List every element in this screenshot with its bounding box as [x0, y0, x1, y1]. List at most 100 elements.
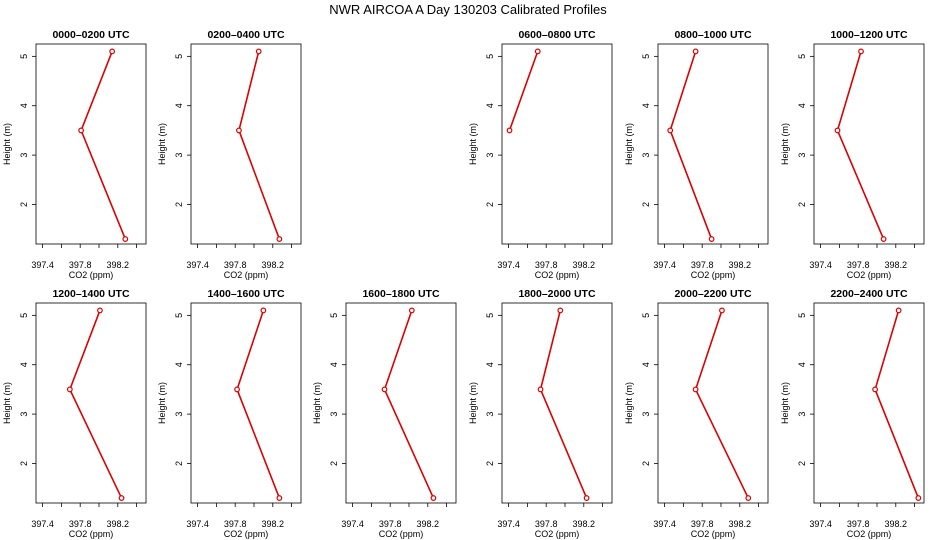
profile-line	[874, 310, 920, 499]
x-axis-label: CO2 (ppm)	[691, 529, 736, 539]
y-tick-label: 3	[19, 153, 29, 158]
data-point	[915, 495, 922, 501]
y-tick-label: 4	[174, 362, 184, 367]
profile-line	[669, 51, 713, 240]
y-tick-label: 3	[641, 153, 651, 158]
y-tick-label: 4	[174, 103, 184, 108]
y-axis-label: Height (m)	[2, 123, 12, 165]
profile-line	[236, 310, 281, 499]
x-tick-label: 398.2	[729, 260, 752, 270]
x-tick-label: 398.2	[573, 260, 596, 270]
data-point	[872, 386, 879, 393]
y-tick-label: 4	[19, 362, 29, 367]
x-tick-label: 397.4	[809, 519, 832, 529]
x-tick-label: 397.8	[691, 260, 714, 270]
profile-panel: 1600–1800 UTC 397.4 397.8 398.2 2 3 4 5 CO2 (ppm…	[312, 288, 457, 539]
y-tick-label: 4	[485, 362, 495, 367]
y-tick-label: 2	[641, 202, 651, 207]
x-tick-label: 397.4	[31, 519, 54, 529]
y-tick-label: 3	[797, 412, 807, 417]
plot-frame	[813, 43, 925, 245]
plot-frame	[190, 302, 302, 504]
x-axis-label: CO2 (ppm)	[691, 270, 736, 280]
x-tick-label: 397.8	[69, 519, 92, 529]
y-tick-label: 5	[641, 313, 651, 318]
x-tick-label: 397.4	[31, 260, 54, 270]
y-tick-label: 5	[641, 54, 651, 59]
data-point	[719, 307, 725, 314]
data-point	[118, 495, 125, 501]
y-tick-label: 2	[485, 461, 495, 466]
y-tick-label: 4	[797, 362, 807, 367]
y-tick-label: 5	[174, 54, 184, 59]
x-tick-label: 397.4	[809, 260, 832, 270]
y-tick-label: 5	[797, 54, 807, 59]
y-tick-label: 2	[174, 202, 184, 207]
x-tick-label: 398.2	[885, 519, 908, 529]
y-tick-label: 5	[797, 313, 807, 318]
x-axis-label: CO2 (ppm)	[847, 529, 892, 539]
x-tick-label: 398.2	[417, 519, 440, 529]
x-tick-label: 397.8	[224, 519, 247, 529]
y-axis-label: Height (m)	[468, 123, 478, 165]
profile-line	[508, 51, 539, 131]
y-tick-label: 4	[797, 103, 807, 108]
y-axis-label: Height (m)	[624, 123, 634, 165]
plot-frame	[657, 43, 769, 245]
y-tick-label: 5	[19, 54, 29, 59]
profile-panel: 0800–1000 UTC 397.4 397.8 398.2 2 3 4 5 CO2 (ppm…	[624, 29, 769, 280]
y-tick-label: 3	[797, 153, 807, 158]
plot-frame	[501, 302, 613, 504]
y-axis-label: Height (m)	[780, 123, 790, 165]
plot-frame	[190, 43, 302, 245]
data-point	[834, 127, 841, 134]
data-point	[858, 48, 864, 55]
y-tick-label: 3	[174, 153, 184, 158]
data-point	[430, 495, 437, 501]
data-point	[260, 307, 267, 314]
data-point	[122, 236, 129, 242]
x-tick-label: 397.4	[186, 260, 209, 270]
profile-line	[68, 310, 123, 499]
panel-title: 0000–0200 UTC	[52, 29, 129, 41]
y-axis-label: Height (m)	[780, 382, 790, 424]
data-point	[408, 307, 415, 314]
x-tick-label: 397.4	[653, 519, 676, 529]
x-axis-label: CO2 (ppm)	[535, 270, 580, 280]
panel-title: 0200–0400 UTC	[207, 29, 284, 41]
profile-panel: 0600–0800 UTC 397.4 397.8 398.2 2 3 4 5 CO2 (ppm…	[468, 29, 613, 280]
y-tick-label: 2	[485, 202, 495, 207]
y-tick-label: 3	[641, 412, 651, 417]
y-axis-label: Height (m)	[2, 382, 12, 424]
x-tick-label: 397.8	[847, 519, 870, 529]
x-axis-label: CO2 (ppm)	[224, 270, 269, 280]
data-point	[97, 307, 103, 314]
data-point	[537, 386, 544, 393]
x-tick-label: 398.2	[573, 519, 596, 529]
data-point	[895, 307, 902, 314]
y-tick-label: 4	[329, 362, 339, 367]
figure-title: NWR AIRCOA A Day 130203 Calibrated Profi…	[329, 2, 607, 17]
data-point	[276, 236, 283, 242]
x-tick-label: 397.8	[691, 519, 714, 529]
plot-frame	[35, 43, 147, 245]
y-axis-label: Height (m)	[468, 382, 478, 424]
profile-panel: 0200–0400 UTC 397.4 397.8 398.2 2 3 4 5 CO2 (ppm…	[157, 29, 302, 280]
y-tick-label: 5	[329, 313, 339, 318]
profile-panel: 1200–1400 UTC 397.4 397.8 398.2 2 3 4 5 CO2 (ppm…	[2, 288, 147, 539]
panel-title: 1400–1600 UTC	[207, 288, 284, 300]
panel-title: 0800–1000 UTC	[674, 29, 751, 41]
y-tick-label: 3	[19, 412, 29, 417]
data-point	[255, 48, 262, 55]
x-axis-label: CO2 (ppm)	[224, 529, 269, 539]
y-axis-label: Height (m)	[312, 382, 322, 424]
y-tick-label: 2	[641, 461, 651, 466]
plot-frame	[657, 302, 769, 504]
data-point	[276, 495, 283, 501]
y-axis-label: Height (m)	[157, 382, 167, 424]
data-point	[583, 495, 590, 501]
x-axis-label: CO2 (ppm)	[69, 270, 114, 280]
data-point	[66, 386, 73, 393]
x-tick-label: 398.2	[729, 519, 752, 529]
